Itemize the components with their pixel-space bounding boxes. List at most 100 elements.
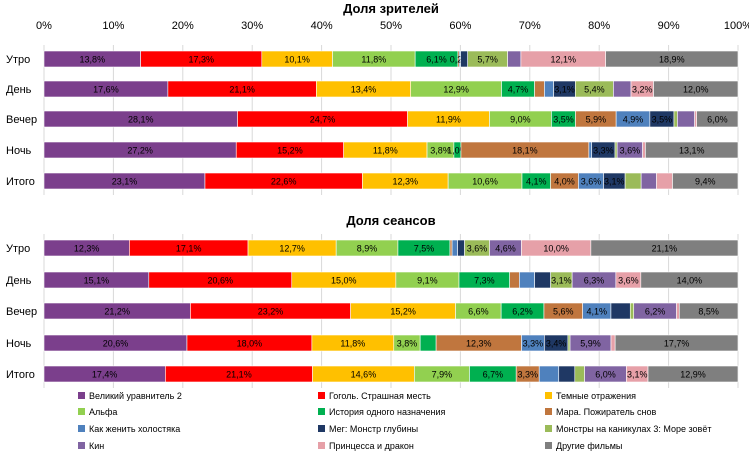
bar-segment-1-3-6[interactable] xyxy=(588,141,593,159)
bar-segment-1-4-9[interactable] xyxy=(640,172,657,190)
bar-segment-2-1-5[interactable] xyxy=(509,271,520,289)
bar-segment-1-0-11[interactable] xyxy=(605,50,739,68)
data-label: 21,1% xyxy=(652,244,678,254)
data-label: 3,5% xyxy=(553,115,574,125)
bar-segment-2-3-11[interactable] xyxy=(614,334,739,352)
bar-segment-1-1-5[interactable] xyxy=(534,80,545,98)
bar-segment-2-1-6[interactable] xyxy=(519,271,535,289)
data-label: 3,1% xyxy=(604,177,625,187)
bar-segment-1-2-10[interactable] xyxy=(694,110,697,128)
data-label: 8,5% xyxy=(698,307,719,317)
data-label: 12,1% xyxy=(551,55,577,65)
bar-segment-2-0-6[interactable] xyxy=(451,239,458,257)
bar-segment-1-3-8[interactable] xyxy=(614,141,618,159)
data-label: 5,4% xyxy=(584,85,605,95)
data-label: 11,9% xyxy=(436,115,461,125)
data-label: 4,1% xyxy=(526,177,547,187)
bar-segment-2-0-7[interactable] xyxy=(457,239,465,257)
x-tick-label: 50% xyxy=(380,20,402,32)
legend-swatch-3 xyxy=(78,408,85,415)
bar-segment-2-2-11[interactable] xyxy=(679,302,739,320)
data-label: 18,1% xyxy=(512,146,538,156)
bar-segment-1-1-9[interactable] xyxy=(613,80,632,98)
x-tick-label: 90% xyxy=(658,20,680,32)
bar-segment-2-2-8[interactable] xyxy=(629,302,635,320)
bar-segment-2-1-7[interactable] xyxy=(534,271,551,289)
legend-swatch-8 xyxy=(545,425,552,432)
data-label: 15,1% xyxy=(84,276,110,286)
data-label: 11,8% xyxy=(373,146,398,156)
data-label: 17,7% xyxy=(664,339,690,349)
data-label: 10,0% xyxy=(543,244,569,254)
legend-swatch-1 xyxy=(318,392,325,399)
data-label: 15,2% xyxy=(277,146,303,156)
data-label: 22,6% xyxy=(271,177,297,187)
legend-swatch-10 xyxy=(318,442,325,449)
x-tick-label: 70% xyxy=(519,20,541,32)
data-label: 27,2% xyxy=(127,146,153,156)
legend-label-2: Темные отражения xyxy=(556,391,636,401)
bar-segment-1-0-7[interactable] xyxy=(460,50,468,68)
bar-segment-2-4-8[interactable] xyxy=(574,365,585,383)
data-label: 4,9% xyxy=(623,115,644,125)
x-tick-label: 0% xyxy=(36,20,52,32)
data-label: 12,9% xyxy=(680,370,706,380)
data-label: 6,2% xyxy=(512,307,533,317)
bar-segment-2-2-7[interactable] xyxy=(610,302,631,320)
data-label: 7,3% xyxy=(474,276,495,286)
bar-segment-2-3-10[interactable] xyxy=(610,334,616,352)
x-tick-label: 20% xyxy=(172,20,194,32)
bar-segment-2-0-11[interactable] xyxy=(590,239,739,257)
bar-segment-1-4-11[interactable] xyxy=(672,172,739,190)
legend-label-11: Другие фильмы xyxy=(556,441,622,451)
bar-segment-2-4-11[interactable] xyxy=(647,365,739,383)
category-label-1-4: Итого xyxy=(6,176,35,188)
data-label: 4,1% xyxy=(587,307,608,317)
bar-segment-1-1-6[interactable] xyxy=(544,80,554,98)
data-label: 4,7% xyxy=(508,85,529,95)
category-label-2-4: Итого xyxy=(6,369,35,381)
bar-segment-2-1-11[interactable] xyxy=(640,271,739,289)
data-label: 5,9% xyxy=(580,339,601,349)
category-label-1-0: Утро xyxy=(6,54,30,66)
bar-segment-2-3-8[interactable] xyxy=(567,334,571,352)
data-label: 12,0% xyxy=(683,85,709,95)
x-tick-label: 10% xyxy=(102,20,124,32)
data-label: 9,0% xyxy=(510,115,531,125)
bar-segment-2-2-10[interactable] xyxy=(676,302,680,320)
x-tick-label: 100% xyxy=(724,20,749,32)
bar-segment-1-3-10[interactable] xyxy=(642,141,646,159)
bar-segment-1-1-11[interactable] xyxy=(653,80,739,98)
category-label-2-3: Ночь xyxy=(6,338,32,350)
legend-swatch-5 xyxy=(545,408,552,415)
bar-segment-1-4-8[interactable] xyxy=(624,172,642,190)
data-label: 3,6% xyxy=(581,177,602,187)
data-label: 21,2% xyxy=(104,307,130,317)
data-label: 11,8% xyxy=(361,55,386,65)
data-label: 12,3% xyxy=(393,177,419,187)
data-label: 17,1% xyxy=(176,244,202,254)
bar-segment-2-0-5[interactable] xyxy=(449,239,453,257)
bar-segment-1-0-9[interactable] xyxy=(507,50,522,68)
bar-segment-2-4-6[interactable] xyxy=(538,365,560,383)
data-label: 13,1% xyxy=(679,146,705,156)
legend-swatch-9 xyxy=(78,442,85,449)
bar-segment-1-2-9[interactable] xyxy=(677,110,695,128)
data-label: 3,2% xyxy=(632,85,653,95)
bar-segment-2-4-7[interactable] xyxy=(558,365,576,383)
legend-swatch-0 xyxy=(78,392,85,399)
data-label: 9,4% xyxy=(695,177,716,187)
data-label: 3,1% xyxy=(627,370,648,380)
bar-segment-1-2-8[interactable] xyxy=(673,110,678,128)
bar-segment-2-3-4[interactable] xyxy=(419,334,437,352)
bar-segment-1-4-10[interactable] xyxy=(656,172,673,190)
bar-segment-1-2-11[interactable] xyxy=(696,110,739,128)
x-tick-label: 40% xyxy=(311,20,333,32)
data-label: 13,8% xyxy=(80,55,106,65)
bar-segment-1-3-11[interactable] xyxy=(645,141,739,159)
legend-swatch-7 xyxy=(318,425,325,432)
data-label: 3,3% xyxy=(593,146,614,156)
data-label: 6,0% xyxy=(707,115,728,125)
legend-label-4: История одного назначения xyxy=(329,407,445,417)
